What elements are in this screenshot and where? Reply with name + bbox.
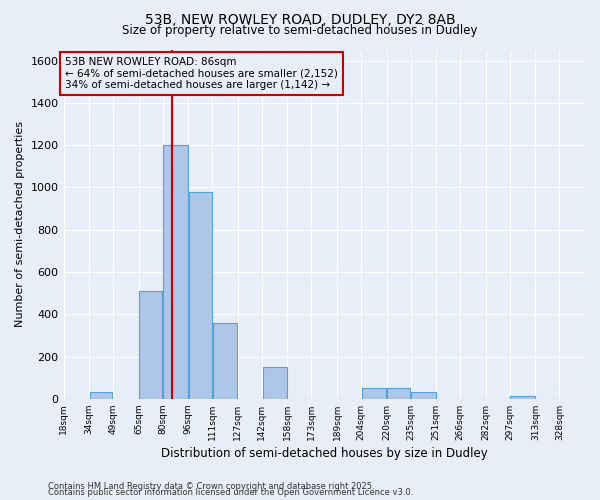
Bar [189,192,212,399]
Bar [387,388,410,399]
Bar [139,291,162,399]
Text: 53B NEW ROWLEY ROAD: 86sqm
← 64% of semi-detached houses are smaller (2,152)
34%: 53B NEW ROWLEY ROAD: 86sqm ← 64% of semi… [65,57,338,90]
Bar [90,392,112,399]
X-axis label: Distribution of semi-detached houses by size in Dudley: Distribution of semi-detached houses by … [161,447,488,460]
Bar [362,388,386,399]
Bar [411,392,436,399]
Text: Contains HM Land Registry data © Crown copyright and database right 2025.: Contains HM Land Registry data © Crown c… [48,482,374,491]
Bar [511,396,535,399]
Bar [263,367,287,399]
Text: Size of property relative to semi-detached houses in Dudley: Size of property relative to semi-detach… [122,24,478,37]
Bar [163,145,188,399]
Text: 53B, NEW ROWLEY ROAD, DUDLEY, DY2 8AB: 53B, NEW ROWLEY ROAD, DUDLEY, DY2 8AB [145,12,455,26]
Bar [213,322,237,399]
Y-axis label: Number of semi-detached properties: Number of semi-detached properties [15,122,25,328]
Text: Contains public sector information licensed under the Open Government Licence v3: Contains public sector information licen… [48,488,413,497]
